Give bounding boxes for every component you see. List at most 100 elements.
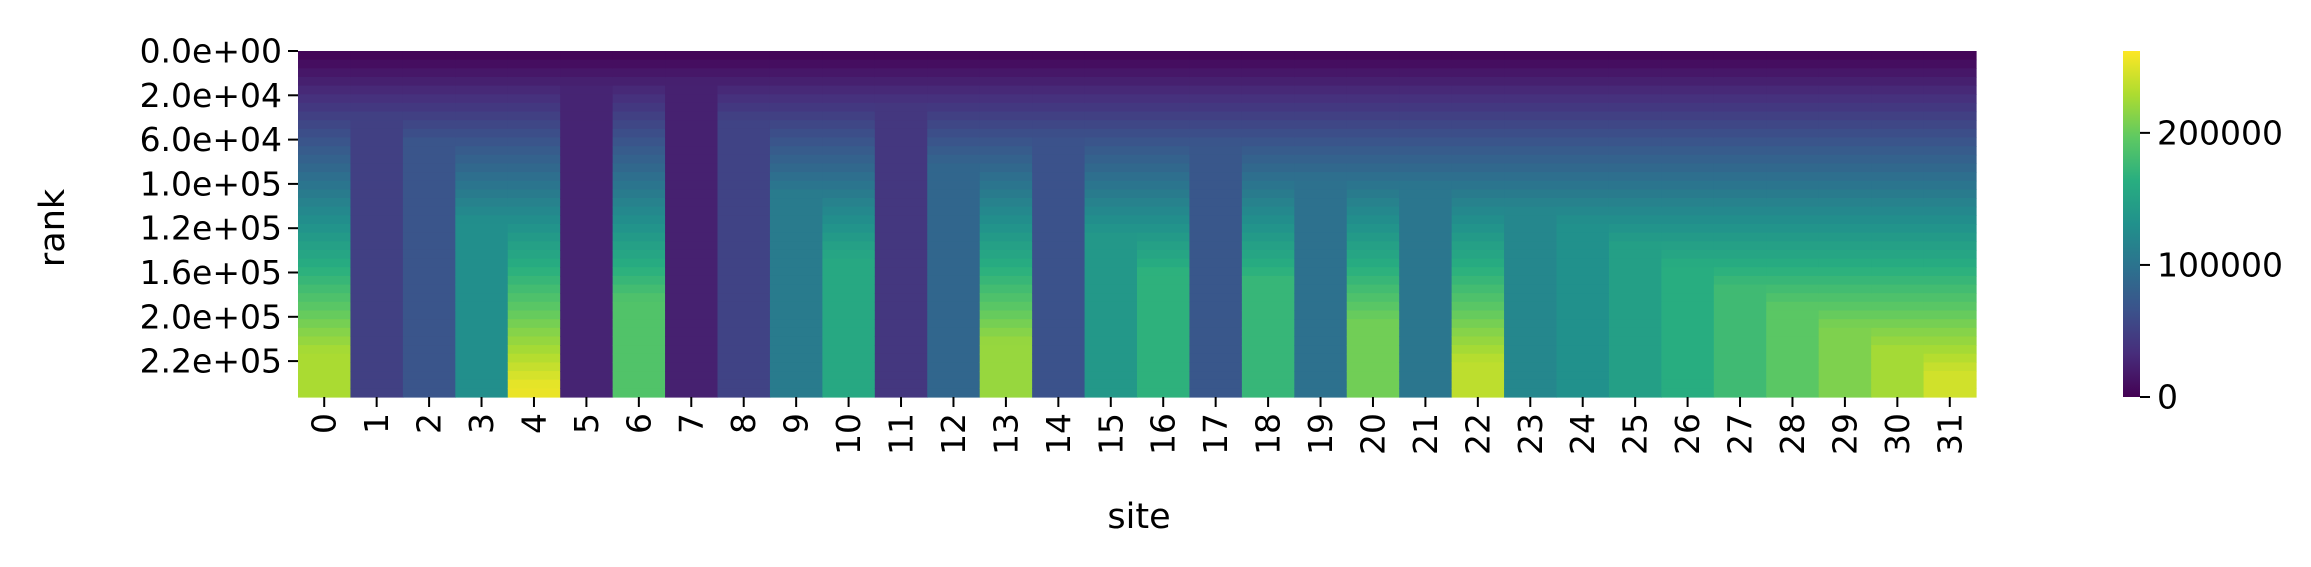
- heatmap-cell: [1137, 319, 1191, 329]
- heatmap-cell: [1871, 76, 1925, 87]
- heatmap-cell: [1608, 371, 1662, 381]
- heatmap-cell: [1661, 371, 1715, 381]
- heatmap-cell: [1923, 68, 1977, 78]
- x-tick-label: 3: [462, 413, 501, 434]
- heatmap-cell: [1084, 224, 1138, 234]
- heatmap-cell: [1399, 379, 1453, 389]
- heatmap-cell: [1241, 284, 1295, 294]
- heatmap-cell: [1556, 293, 1610, 303]
- heatmap-cell: [1608, 76, 1662, 87]
- heatmap-cell: [769, 336, 823, 346]
- heatmap-cell: [1399, 180, 1453, 190]
- heatmap-cell: [1346, 85, 1400, 95]
- heatmap-cell: [1084, 172, 1138, 182]
- heatmap-cell: [1818, 111, 1872, 121]
- heatmap-cell: [1032, 68, 1086, 78]
- heatmap-cell: [1556, 102, 1610, 113]
- heatmap-cell: [1818, 51, 1872, 61]
- heatmap-cell: [298, 120, 352, 130]
- heatmap-cell: [350, 336, 404, 346]
- heatmap-cell: [1137, 327, 1191, 338]
- heatmap-cell: [1766, 319, 1820, 329]
- heatmap-cell: [560, 319, 614, 329]
- heatmap-cell: [1818, 379, 1872, 389]
- heatmap-cell: [507, 275, 561, 286]
- heatmap-cell: [874, 51, 928, 61]
- heatmap-cell: [402, 146, 456, 156]
- heatmap-cell: [1661, 163, 1715, 173]
- heatmap-cell: [665, 154, 719, 165]
- heatmap-cell: [1713, 128, 1767, 139]
- heatmap-cell: [612, 301, 666, 312]
- heatmap-cell: [1451, 137, 1505, 147]
- heatmap-cell: [1399, 76, 1453, 87]
- heatmap-cell: [979, 232, 1033, 242]
- heatmap-cell: [1818, 68, 1872, 78]
- heatmap-cell: [1189, 345, 1243, 355]
- heatmap-cell: [1137, 353, 1191, 363]
- heatmap-cell: [717, 76, 771, 87]
- heatmap-cell: [822, 319, 876, 329]
- heatmap-cell: [927, 68, 981, 78]
- heatmap-cell: [1556, 353, 1610, 363]
- heatmap-cell: [1923, 59, 1977, 69]
- heatmap-cell: [1137, 146, 1191, 156]
- heatmap-cell: [1084, 327, 1138, 338]
- heatmap-cell: [402, 206, 456, 216]
- heatmap-cell: [1504, 111, 1558, 121]
- heatmap-cell: [822, 154, 876, 165]
- heatmap-cells: [298, 51, 1977, 398]
- heatmap-cell: [1137, 232, 1191, 242]
- heatmap-cell: [1399, 137, 1453, 147]
- heatmap-cell: [350, 345, 404, 355]
- heatmap-cell: [298, 353, 352, 363]
- heatmap-cell: [298, 232, 352, 242]
- heatmap-cell: [1608, 258, 1662, 268]
- heatmap-cell: [455, 189, 509, 199]
- heatmap-cell: [1294, 267, 1348, 277]
- heatmap-cell: [979, 301, 1033, 312]
- y-axis-ticks: 0.0e+00 2.0e+04 6.0e+04 1.0e+05 1.2e+05 1.6e+…: [140, 32, 298, 381]
- heatmap-cell: [402, 310, 456, 320]
- heatmap-cell: [874, 232, 928, 242]
- heatmap-cell: [1818, 120, 1872, 130]
- heatmap-cell: [874, 120, 928, 130]
- heatmap-cell: [717, 215, 771, 225]
- heatmap-cell: [1661, 215, 1715, 225]
- heatmap-cell: [979, 68, 1033, 78]
- heatmap-cell: [1871, 59, 1925, 69]
- heatmap-cell: [402, 284, 456, 294]
- heatmap-cell: [507, 94, 561, 104]
- heatmap-cell: [769, 345, 823, 355]
- heatmap-cell: [1346, 137, 1400, 147]
- heatmap-cell: [1189, 120, 1243, 130]
- heatmap-cell: [1137, 206, 1191, 216]
- heatmap-cell: [1451, 163, 1505, 173]
- heatmap-cell: [350, 379, 404, 389]
- heatmap-cell: [979, 111, 1033, 121]
- heatmap-cell: [1556, 336, 1610, 346]
- heatmap-cell: [1713, 327, 1767, 338]
- heatmap-cell: [1504, 362, 1558, 372]
- heatmap-cell: [1504, 68, 1558, 78]
- heatmap-cell: [1871, 249, 1925, 260]
- heatmap-cell: [979, 180, 1033, 190]
- x-tick-label: 25: [1616, 413, 1655, 455]
- heatmap-cell: [1608, 102, 1662, 113]
- heatmap-cell: [1713, 267, 1767, 277]
- heatmap-cell: [717, 146, 771, 156]
- heatmap-cell: [455, 232, 509, 242]
- heatmap-cell: [769, 319, 823, 329]
- heatmap-cell: [1241, 310, 1295, 320]
- heatmap-cell: [874, 301, 928, 312]
- heatmap-cell: [665, 198, 719, 208]
- heatmap-cell: [717, 206, 771, 216]
- heatmap-cell: [1451, 284, 1505, 294]
- heatmap-cell: [927, 293, 981, 303]
- heatmap-cell: [717, 353, 771, 363]
- heatmap-cell: [1556, 267, 1610, 277]
- heatmap-cell: [1137, 85, 1191, 95]
- heatmap-cell: [560, 327, 614, 338]
- heatmap-cell: [1189, 146, 1243, 156]
- heatmap-cell: [1399, 102, 1453, 113]
